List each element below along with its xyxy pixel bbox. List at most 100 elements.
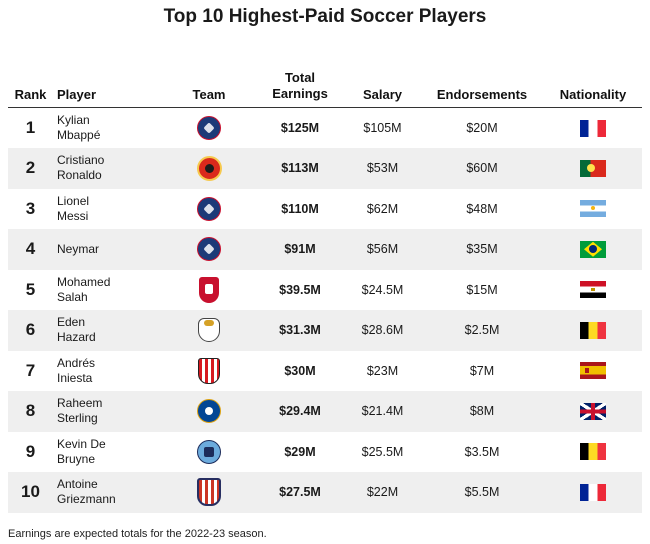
rank-cell: 3 [25,198,36,218]
table-row: 4 Neymar $91M $56M $35M [8,229,642,270]
total-earnings-cell: $113M [281,161,319,176]
egypt-flag-icon [580,281,606,299]
endorsements-cell: $2.5M [464,323,500,338]
liverpool-crest-icon [199,276,219,303]
total-earnings-cell: $30M [284,363,316,378]
table-row: 3 Lionel Messi $110M $62M $48M [8,189,642,230]
spain-flag-icon [580,362,606,380]
rank-cell: 7 [25,360,36,380]
brazil-flag-icon [580,240,606,258]
endorsements-cell: $7M [469,363,495,378]
header-team: Team [192,87,226,102]
total-earnings-cell: $91M [284,242,316,257]
psg-crest-icon [197,196,221,221]
endorsements-cell: $35M [466,242,498,257]
page-title: Top 10 Highest-Paid Soccer Players [163,6,487,27]
manchester-united-crest-icon [196,155,222,181]
team-cell [163,270,255,311]
header-salary: Salary [362,87,403,102]
table-row: 7 Andrés Iniesta $30M $23M $7M [8,351,642,392]
salary-cell: $21.4M [361,404,404,419]
nationality-cell [544,229,642,270]
team-cell [163,391,255,432]
manchester-city-crest-icon [197,439,221,464]
endorsements-cell: $48M [466,201,498,216]
rank-cell: 8 [25,401,36,421]
total-earnings-cell: $39.5M [279,282,321,297]
real-madrid-crest-icon [198,318,220,343]
total-earnings-cell: $29M [284,444,316,459]
player-cell: Raheem Sterling [57,396,103,426]
total-earnings-cell: $27.5M [279,485,321,500]
rank-cell: 5 [25,279,36,299]
endorsements-cell: $8M [469,404,495,419]
table-row: 9 Kevin De Bruyne $29M $25.5M $3.5M [8,432,642,473]
salary-cell: $28.6M [361,323,404,338]
atletico-madrid-crest-icon [197,478,221,507]
team-cell [163,310,255,351]
uk-flag-icon [580,402,606,420]
header-player: Player [57,87,97,102]
belgium-flag-icon [580,443,606,461]
salary-cell: $24.5M [361,282,404,297]
endorsements-cell: $15M [466,282,498,297]
argentina-flag-icon [580,200,606,218]
salary-cell: $62M [366,201,399,216]
table-row: 5 Mohamed Salah $39.5M $24.5M $15M [8,270,642,311]
nationality-cell [544,270,642,311]
salary-cell: $23M [366,363,399,378]
team-cell [163,108,255,149]
salary-cell: $22M [366,485,399,500]
france-flag-icon [580,483,606,501]
table-row: 6 Eden Hazard $31.3M $28.6M $2.5M [8,310,642,351]
player-cell: Antoine Griezmann [57,477,116,507]
salary-cell: $53M [366,161,399,176]
vissel-kobe-crest-icon [198,357,220,384]
team-cell [163,472,255,513]
player-cell: Kylian Mbappé [57,113,101,142]
total-earnings-cell: $31.3M [279,323,321,338]
header-nationality: Nationality [559,87,627,102]
table-row: 1 Kylian Mbappé $125M $105M $20M [8,108,642,149]
player-cell: Eden Hazard [57,315,96,345]
salary-cell: $25.5M [361,444,404,459]
nationality-cell [544,108,642,149]
rank-cell: 2 [25,158,36,178]
team-cell [163,432,255,473]
player-cell: Mohamed Salah [57,274,111,304]
nationality-cell [544,351,642,392]
nationality-cell [544,148,642,189]
total-earnings-cell: $29.4M [279,404,321,419]
table-row: 10 Antoine Griezmann $27.5M $22M $5.5M [8,472,642,513]
team-cell [163,351,255,392]
table-header-row: Rank Player Team Total Earnings Salary E… [8,66,642,108]
rank-cell: 4 [25,239,36,259]
team-cell [163,229,255,270]
salary-cell: $56M [366,242,399,257]
player-cell: Cristiano Ronaldo [57,153,105,183]
footnote: Earnings are expected totals for the 202… [8,528,267,540]
rank-cell: 6 [25,320,36,340]
total-earnings-cell: $110M [281,201,319,216]
endorsements-cell: $60M [466,161,498,176]
belgium-flag-icon [580,321,606,339]
team-cell [163,189,255,230]
table-row: 2 Cristiano Ronaldo $113M $53M $60M [8,148,642,189]
rank-cell: 1 [25,118,36,137]
header-total-earnings: Total Earnings [272,70,328,101]
player-cell: Kevin De Bruyne [57,436,106,466]
endorsements-cell: $3.5M [464,444,500,459]
player-cell: Lionel Messi [57,193,90,223]
nationality-cell [544,391,642,432]
nationality-cell [544,189,642,230]
team-cell [163,148,255,189]
rank-cell: 9 [25,441,36,461]
header-endorsements: Endorsements [436,87,528,102]
psg-crest-icon [197,237,221,262]
salary-cell: $105M [363,121,402,135]
player-cell: Neymar [57,241,100,256]
nationality-cell [544,432,642,473]
endorsements-cell: $5.5M [464,485,500,500]
endorsements-cell: $20M [466,121,498,135]
psg-crest-icon [197,116,221,140]
